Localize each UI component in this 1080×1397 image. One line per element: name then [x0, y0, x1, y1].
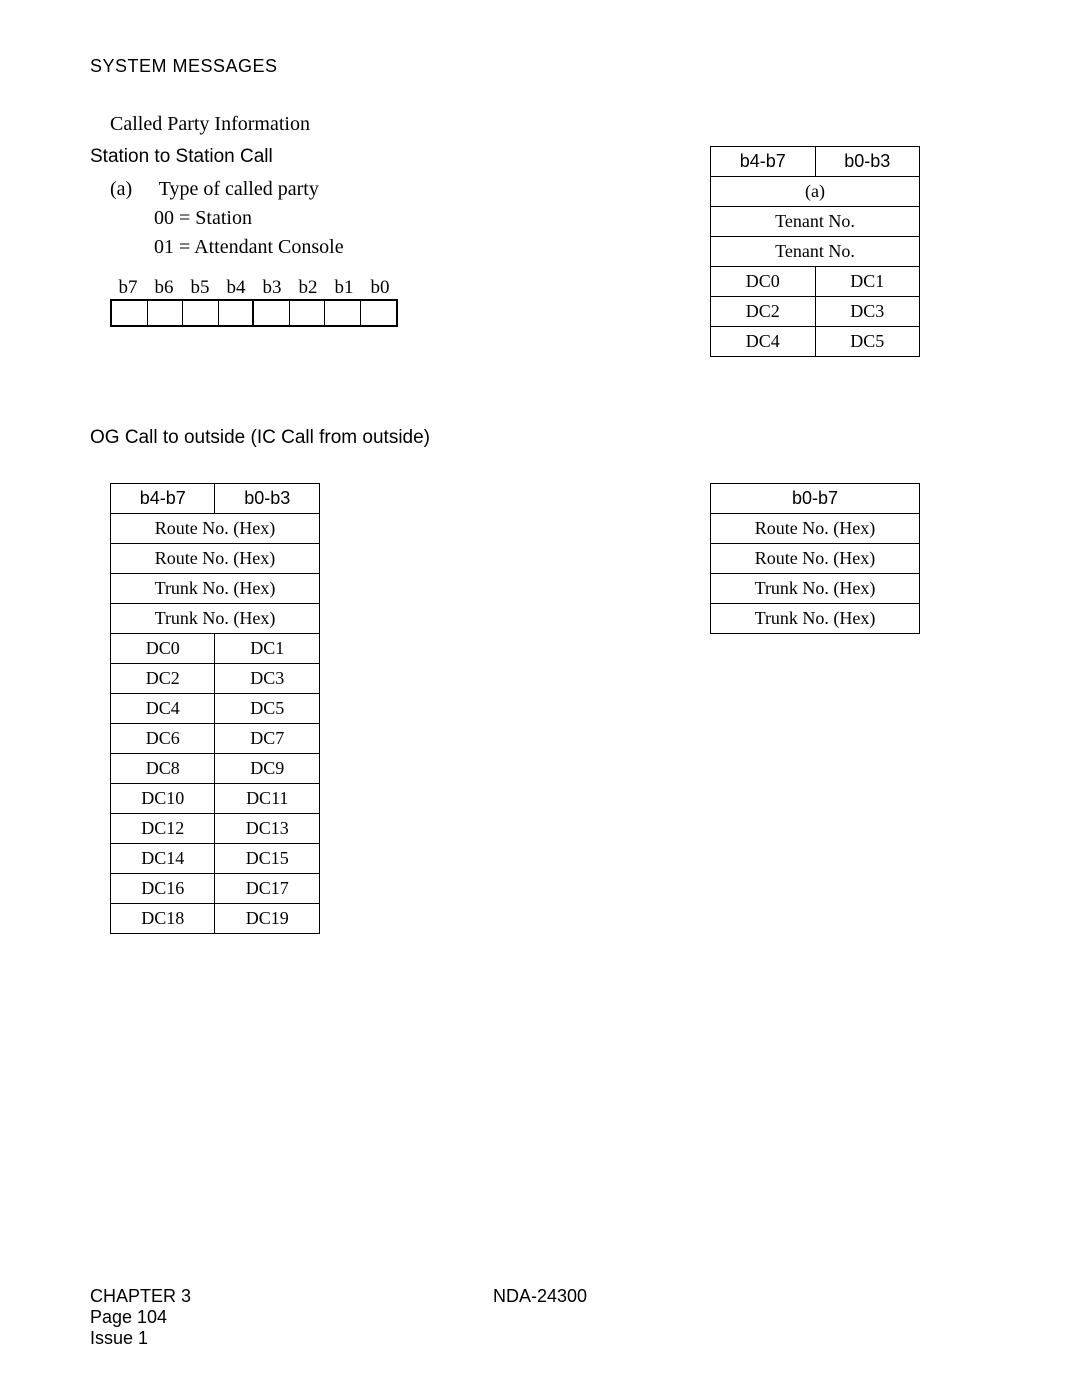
- option-00: 00 = Station: [154, 207, 490, 230]
- bit-label: b3: [254, 277, 290, 299]
- og-left-cell: Route No. (Hex): [111, 544, 320, 574]
- og-left-cell: DC9: [215, 754, 320, 784]
- table-a-hdr-r: b0-b3: [815, 147, 920, 177]
- bit-label: b7: [110, 277, 146, 299]
- table-og-right: b0-b7 Route No. (Hex) Route No. (Hex) Tr…: [710, 483, 920, 634]
- footer-issue: Issue 1: [90, 1328, 191, 1349]
- og-left-cell: DC3: [215, 664, 320, 694]
- og-right-cell: Trunk No. (Hex): [711, 574, 920, 604]
- footer-left: CHAPTER 3 Page 104 Issue 1: [90, 1286, 191, 1349]
- og-left-cell: DC5: [215, 694, 320, 724]
- footer-chapter: CHAPTER 3: [90, 1286, 191, 1307]
- og-left-cell: DC10: [111, 784, 215, 814]
- og-left-hdr-r: b0-b3: [215, 484, 320, 514]
- og-row: b4-b7 b0-b3 Route No. (Hex) Route No. (H…: [90, 483, 990, 934]
- station-call-row: Station to Station Call (a) Type of call…: [90, 146, 990, 357]
- station-call-heading: Station to Station Call: [90, 146, 490, 168]
- item-a-text: Type of called party: [159, 178, 319, 200]
- bit-label: b0: [362, 277, 398, 299]
- bit-label: b2: [290, 277, 326, 299]
- og-right-cell: Route No. (Hex): [711, 544, 920, 574]
- og-call-heading: OG Call to outside (IC Call from outside…: [90, 427, 990, 449]
- og-left-cell: DC13: [215, 814, 320, 844]
- table-a-cell: DC5: [815, 327, 920, 357]
- og-right-hdr: b0-b7: [711, 484, 920, 514]
- og-left-cell: Trunk No. (Hex): [111, 574, 320, 604]
- og-left-cell: Trunk No. (Hex): [111, 604, 320, 634]
- table-a-cell: DC2: [711, 297, 816, 327]
- table-a-cell: Tenant No.: [711, 207, 920, 237]
- page-header: SYSTEM MESSAGES: [90, 56, 990, 77]
- table-a-cell: (a): [711, 177, 920, 207]
- station-right-col: b4-b7 b0-b3 (a) Tenant No. Tenant No. DC…: [710, 146, 930, 357]
- table-a-cell: DC3: [815, 297, 920, 327]
- og-left-cell: DC6: [111, 724, 215, 754]
- og-left-cell: DC18: [111, 904, 215, 934]
- table-a-cell: DC4: [711, 327, 816, 357]
- og-left-cell: DC17: [215, 874, 320, 904]
- table-a-cell: Tenant No.: [711, 237, 920, 267]
- bit-labels: b7 b6 b5 b4 b3 b2 b1 b0: [110, 277, 490, 299]
- table-a-cell: DC0: [711, 267, 816, 297]
- og-left-cell: DC16: [111, 874, 215, 904]
- item-a: (a) Type of called party: [110, 178, 490, 201]
- section-title: Called Party Information: [110, 113, 990, 136]
- bit-label: b4: [218, 277, 254, 299]
- og-right-cell: Trunk No. (Hex): [711, 604, 920, 634]
- page-footer: CHAPTER 3 Page 104 Issue 1 NDA-24300: [90, 1286, 990, 1349]
- og-left-cell: Route No. (Hex): [111, 514, 320, 544]
- page: SYSTEM MESSAGES Called Party Information…: [0, 0, 1080, 1397]
- table-a-hdr-l: b4-b7: [711, 147, 816, 177]
- og-right-col: b0-b7 Route No. (Hex) Route No. (Hex) Tr…: [710, 483, 930, 934]
- og-left-cell: DC14: [111, 844, 215, 874]
- table-og-left: b4-b7 b0-b3 Route No. (Hex) Route No. (H…: [110, 483, 320, 934]
- table-a-cell: DC1: [815, 267, 920, 297]
- og-left-cell: DC1: [215, 634, 320, 664]
- og-left-cell: DC4: [111, 694, 215, 724]
- table-a: b4-b7 b0-b3 (a) Tenant No. Tenant No. DC…: [710, 146, 920, 357]
- og-left-cell: DC15: [215, 844, 320, 874]
- bit-label: b1: [326, 277, 362, 299]
- og-left-cell: DC12: [111, 814, 215, 844]
- og-right-cell: Route No. (Hex): [711, 514, 920, 544]
- og-left-cell: DC11: [215, 784, 320, 814]
- og-left-cell: DC19: [215, 904, 320, 934]
- og-left-col: b4-b7 b0-b3 Route No. (Hex) Route No. (H…: [110, 483, 510, 934]
- bit-label: b5: [182, 277, 218, 299]
- og-left-cell: DC2: [111, 664, 215, 694]
- footer-page: Page 104: [90, 1307, 191, 1328]
- footer-doc: NDA-24300: [493, 1286, 587, 1307]
- station-left-col: Station to Station Call (a) Type of call…: [90, 146, 490, 327]
- bit-label: b6: [146, 277, 182, 299]
- og-left-cell: DC8: [111, 754, 215, 784]
- og-left-cell: DC7: [215, 724, 320, 754]
- og-left-hdr-l: b4-b7: [111, 484, 215, 514]
- item-a-marker: (a): [110, 178, 154, 201]
- option-01: 01 = Attendant Console: [154, 236, 490, 259]
- og-left-cell: DC0: [111, 634, 215, 664]
- bit-box: [110, 299, 398, 327]
